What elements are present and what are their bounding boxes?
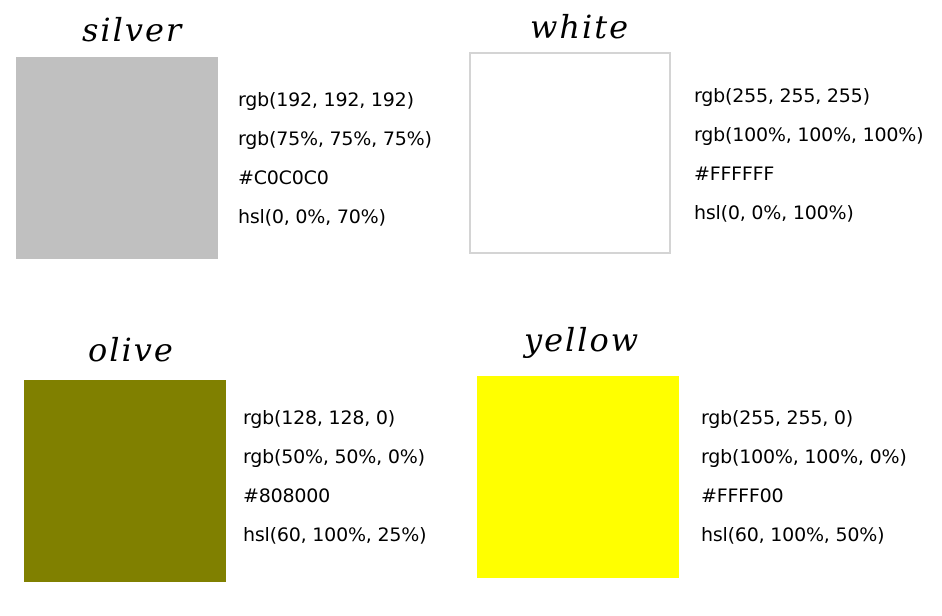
hsl-value: hsl(60, 100%, 25%): [243, 524, 427, 546]
hsl-value: hsl(0, 0%, 70%): [238, 206, 386, 228]
rgb-percent-value: rgb(50%, 50%, 0%): [243, 446, 425, 468]
color-swatch: [24, 380, 226, 582]
color-swatch: [477, 376, 679, 578]
hex-value: #FFFFFF: [694, 163, 775, 185]
hex-value: #C0C0C0: [238, 167, 329, 189]
hsl-value: hsl(0, 0%, 100%): [694, 202, 854, 224]
color-name: yellow: [524, 321, 641, 359]
color-values-list: rgb(192, 192, 192) rgb(75%, 75%, 75%) #C…: [238, 81, 432, 237]
rgb-value: rgb(128, 128, 0): [243, 407, 396, 429]
rgb-percent-value: rgb(75%, 75%, 75%): [238, 128, 432, 150]
hsl-value: hsl(60, 100%, 50%): [701, 524, 885, 546]
color-values-list: rgb(255, 255, 0) rgb(100%, 100%, 0%) #FF…: [701, 399, 907, 555]
rgb-percent-value: rgb(100%, 100%, 0%): [701, 446, 907, 468]
rgb-value: rgb(192, 192, 192): [238, 89, 414, 111]
rgb-percent-value: rgb(100%, 100%, 100%): [694, 124, 924, 146]
color-name: silver: [82, 11, 184, 49]
rgb-value: rgb(255, 255, 0): [701, 407, 854, 429]
color-values-list: rgb(255, 255, 255) rgb(100%, 100%, 100%)…: [694, 77, 924, 233]
color-values-list: rgb(128, 128, 0) rgb(50%, 50%, 0%) #8080…: [243, 399, 427, 555]
color-swatch: [469, 52, 671, 254]
hex-value: #FFFF00: [701, 485, 784, 507]
color-name: olive: [88, 331, 175, 369]
rgb-value: rgb(255, 255, 255): [694, 85, 870, 107]
hex-value: #808000: [243, 485, 331, 507]
color-name: white: [530, 8, 631, 46]
color-swatch: [16, 57, 218, 259]
